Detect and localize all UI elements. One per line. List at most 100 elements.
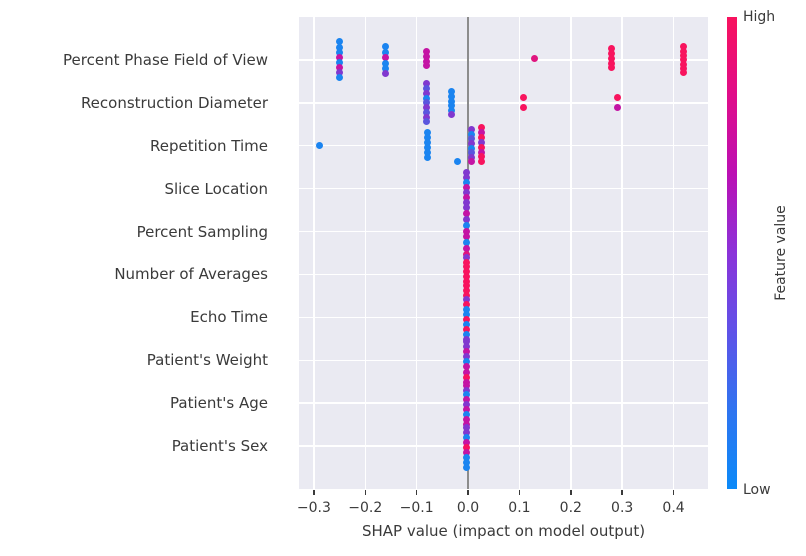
gridline-horizontal: [299, 102, 708, 104]
shap-dot: [467, 144, 475, 152]
shap-dot: [608, 59, 616, 67]
shap-dot: [336, 53, 344, 61]
shap-dot: [463, 463, 470, 471]
shap-dot: [336, 43, 344, 51]
gridline-vertical: [570, 17, 572, 489]
shap-dot: [463, 381, 470, 389]
shap-dot: [463, 443, 470, 451]
x-tick-label: 0.2: [559, 500, 582, 516]
shap-dot: [423, 48, 431, 56]
shap-dot: [463, 358, 470, 366]
shap-dot: [447, 88, 455, 96]
shap-dot: [680, 47, 688, 55]
shap-dot: [467, 126, 475, 134]
gridline-horizontal: [299, 316, 708, 319]
x-tick-mark: [364, 490, 367, 495]
shap-dot: [463, 221, 470, 229]
x-tick-mark: [415, 490, 418, 495]
shap-dot: [463, 204, 470, 212]
plot-area: [299, 17, 708, 489]
shap-dot: [463, 458, 470, 466]
shap-dot: [463, 233, 470, 241]
shap-dot: [478, 148, 486, 156]
gridline-horizontal: [299, 59, 708, 61]
gridline-horizontal: [299, 402, 708, 404]
feature-label: Patient's Age: [170, 394, 268, 413]
shap-dot: [463, 245, 470, 253]
shap-dot: [463, 428, 470, 436]
shap-dot: [463, 174, 470, 182]
shap-dot: [315, 142, 323, 150]
shap-dot: [613, 94, 621, 102]
shap-dot: [424, 149, 432, 157]
shap-dot: [463, 287, 470, 295]
shap-dot: [608, 64, 616, 72]
shap-dot: [467, 158, 475, 166]
shap-dot: [463, 423, 470, 431]
shap-dot: [424, 144, 432, 152]
gridline-vertical: [672, 17, 675, 489]
shap-dot: [463, 415, 470, 423]
shap-dot: [519, 94, 527, 102]
shap-dot: [424, 154, 432, 162]
shap-dot: [423, 80, 431, 88]
shap-dot: [382, 59, 390, 67]
shap-dot: [680, 69, 688, 77]
shap-dot: [680, 52, 688, 60]
gridline-vertical: [621, 17, 623, 489]
shap-dot: [463, 179, 470, 187]
shap-dot: [423, 108, 431, 116]
shap-dot: [467, 130, 475, 138]
gridline-horizontal: [299, 187, 708, 190]
shap-dot: [463, 348, 470, 356]
shap-dot: [447, 102, 455, 110]
colorbar-low-label: Low: [743, 482, 771, 498]
shap-dot: [463, 227, 470, 235]
shap-dot: [463, 300, 470, 308]
shap-dot: [423, 94, 431, 102]
shap-dot: [463, 330, 470, 338]
shap-dot: [463, 184, 470, 192]
gridline-horizontal: [299, 230, 708, 233]
shap-dot: [463, 368, 470, 376]
shap-dot: [336, 69, 344, 77]
shap-dot: [613, 104, 621, 112]
shap-dot: [423, 62, 431, 70]
shap-dot: [531, 55, 539, 63]
shap-dot: [463, 263, 470, 271]
x-tick-mark: [621, 490, 623, 495]
feature-label: Slice Location: [164, 179, 268, 198]
shap-dot: [423, 89, 431, 97]
shap-dot: [463, 342, 470, 350]
shap-dot: [447, 92, 455, 100]
shap-dot: [680, 56, 688, 64]
shap-dot: [463, 194, 470, 202]
x-tick-mark: [518, 490, 521, 495]
shap-dot: [463, 215, 470, 223]
shap-dot: [463, 272, 470, 280]
shap-dot: [424, 129, 432, 137]
feature-label: Percent Sampling: [136, 222, 268, 241]
shap-dot: [463, 363, 470, 371]
gridline-vertical: [415, 17, 418, 489]
x-axis-label: SHAP value (impact on model output): [361, 522, 646, 540]
x-tick-mark: [570, 490, 572, 495]
shap-dot: [423, 113, 431, 121]
shap-dot: [463, 320, 470, 328]
shap-dot: [463, 199, 470, 207]
feature-label: Number of Averages: [114, 265, 268, 284]
shap-dot: [336, 74, 344, 82]
shap-dot: [382, 54, 390, 62]
feature-label: Echo Time: [190, 308, 268, 327]
shap-dot: [608, 45, 616, 53]
x-tick-mark: [313, 490, 315, 495]
gridline-horizontal: [299, 144, 708, 147]
x-tick-label: 0.0: [456, 500, 480, 516]
colorbar-high-label: High: [743, 9, 776, 25]
shap-dot: [467, 149, 475, 157]
shap-dot: [463, 453, 470, 461]
shap-dot: [382, 70, 390, 78]
feature-label: Patient's Weight: [146, 351, 268, 370]
shap-dot: [423, 99, 431, 107]
